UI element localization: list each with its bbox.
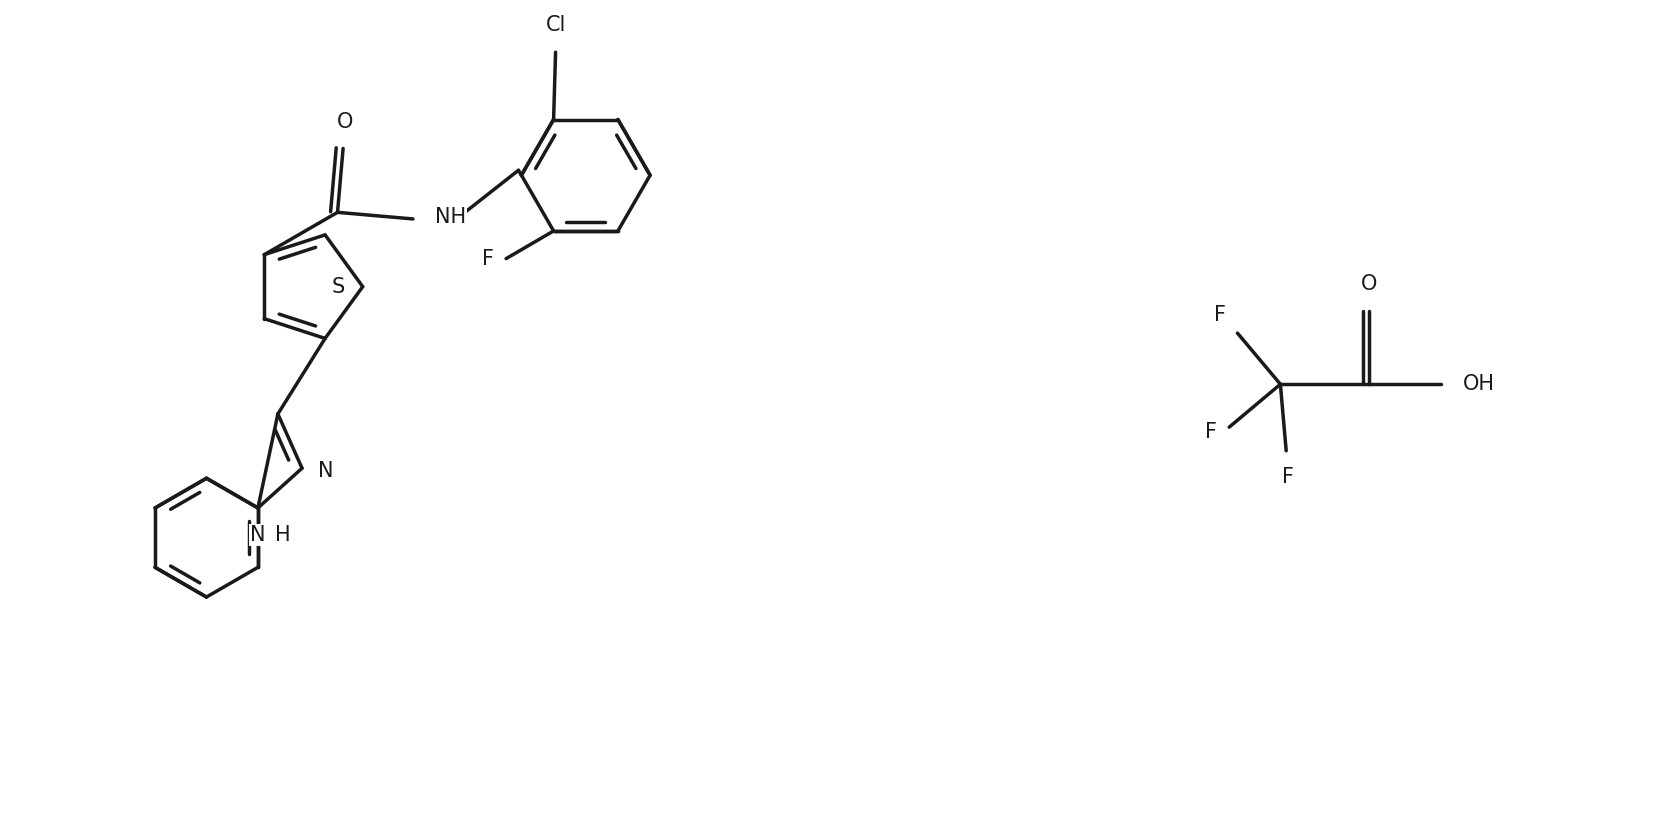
- Text: OH: OH: [1463, 374, 1494, 394]
- Text: NH: NH: [435, 207, 466, 227]
- Text: O: O: [337, 112, 353, 132]
- Text: F: F: [481, 248, 495, 269]
- Text: N: N: [250, 525, 265, 545]
- Text: F: F: [1283, 466, 1294, 487]
- Text: F: F: [1205, 422, 1218, 442]
- Text: F: F: [1213, 305, 1226, 325]
- Text: H: H: [275, 525, 290, 545]
- Text: O: O: [1361, 274, 1378, 295]
- Text: Cl: Cl: [545, 15, 566, 35]
- Text: N: N: [318, 462, 333, 481]
- Text: S: S: [332, 277, 345, 296]
